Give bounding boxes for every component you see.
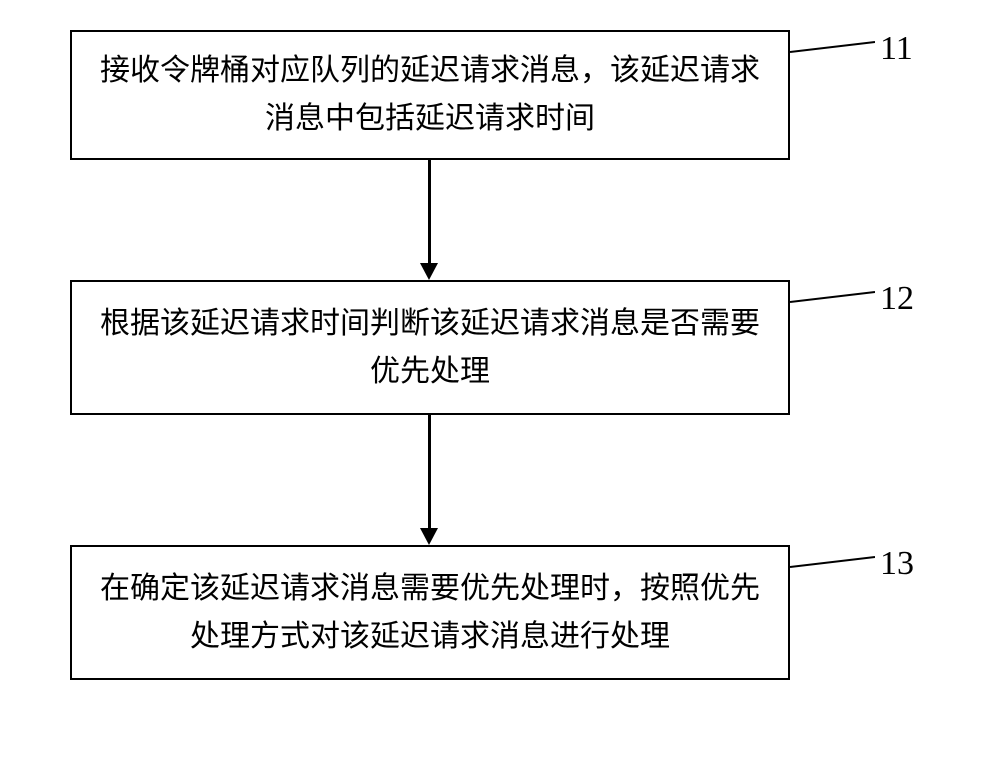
flow-step-2: 根据该延迟请求时间判断该延迟请求消息是否需要优先处理 [70, 280, 790, 415]
flow-step-3: 在确定该延迟请求消息需要优先处理时，按照优先处理方式对该延迟请求消息进行处理 [70, 545, 790, 680]
label-connector-2 [790, 290, 875, 305]
flow-label-1: 11 [880, 30, 913, 68]
flow-label-2: 12 [880, 280, 914, 318]
label-connector-3 [790, 555, 875, 570]
arrow-2-3 [420, 528, 438, 545]
flowchart-container: 接收令牌桶对应队列的延迟请求消息，该延迟请求消息中包括延迟请求时间 11 根据该… [0, 0, 1000, 772]
flow-step-1-text: 接收令牌桶对应队列的延迟请求消息，该延迟请求消息中包括延迟请求时间 [96, 47, 764, 143]
flow-label-3: 13 [880, 545, 914, 583]
flow-step-3-text: 在确定该延迟请求消息需要优先处理时，按照优先处理方式对该延迟请求消息进行处理 [96, 565, 764, 661]
connector-2-3 [428, 415, 431, 530]
label-connector-1 [790, 40, 875, 55]
flow-step-1: 接收令牌桶对应队列的延迟请求消息，该延迟请求消息中包括延迟请求时间 [70, 30, 790, 160]
connector-1-2 [428, 160, 431, 265]
arrow-1-2 [420, 263, 438, 280]
flow-step-2-text: 根据该延迟请求时间判断该延迟请求消息是否需要优先处理 [96, 300, 764, 396]
